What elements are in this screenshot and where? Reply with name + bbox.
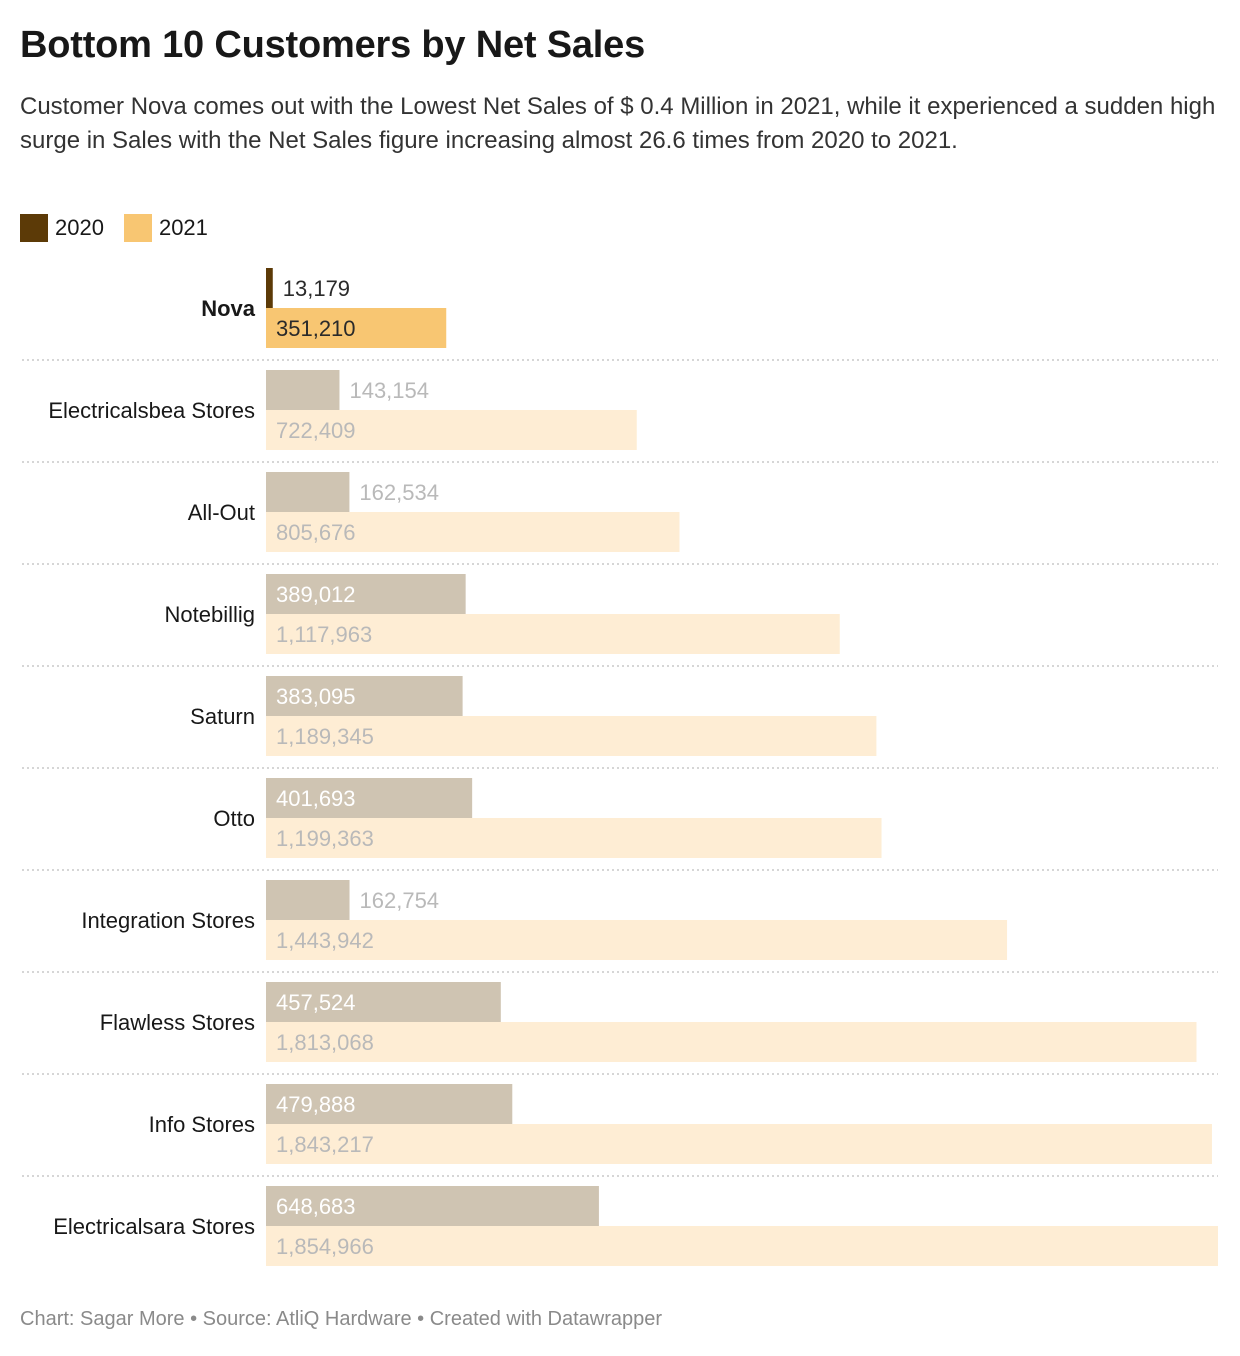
bar-2020-flawless-stores <box>266 982 501 1022</box>
bar-2020-electricalsbea-stores <box>266 370 340 410</box>
category-label-notebillig: Notebillig <box>165 602 256 627</box>
chart-footer: Chart: Sagar More • Source: AtliQ Hardwa… <box>20 1308 663 1330</box>
legend-item-2021: 2021 <box>123 214 208 242</box>
data-label-2021-flawless-stores: 1,813,068 <box>276 1030 374 1055</box>
bar-2020-electricalsara-stores <box>266 1186 599 1226</box>
bar-2020-all-out <box>266 472 350 512</box>
category-label-otto: Otto <box>213 806 255 831</box>
bar-2020-integration-stores <box>266 880 350 920</box>
legend-label-2020: 2020 <box>55 215 104 240</box>
data-label-2020-saturn: 383,095 <box>276 684 356 709</box>
category-label-flawless-stores: Flawless Stores <box>100 1010 255 1035</box>
bar-2020-saturn <box>266 676 463 716</box>
bar-2020-otto <box>266 778 473 818</box>
data-label-2020-electricalsara-stores: 648,683 <box>276 1194 356 1219</box>
bar-chart: Nova 13,179 351,210 Electricalsbea Stores 14… <box>22 268 1218 1266</box>
category-label-info-stores: Info Stores <box>149 1112 255 1137</box>
bar-2021-otto <box>266 818 882 858</box>
data-label-2021-saturn: 1,189,345 <box>276 724 374 749</box>
bar-2021-notebillig <box>266 614 840 654</box>
legend-label-2021: 2021 <box>158 215 208 240</box>
bar-2020-notebillig <box>266 574 466 614</box>
data-label-2020-notebillig: 389,012 <box>276 582 356 607</box>
data-label-2021-all-out: 805,676 <box>276 520 356 545</box>
data-label-2020-flawless-stores: 457,524 <box>276 990 356 1015</box>
category-label-saturn: Saturn <box>190 704 255 729</box>
category-label-all-out: All-Out <box>188 500 255 525</box>
category-label-integration-stores: Integration Stores <box>81 908 255 933</box>
bar-2021-electricalsara-stores <box>266 1226 1218 1266</box>
category-label-electricalsara-stores: Electricalsara Stores <box>53 1214 255 1239</box>
data-label-2021-info-stores: 1,843,217 <box>276 1132 374 1157</box>
category-label-nova: Nova <box>201 296 256 321</box>
chart-subtitle: Customer Nova comes out with the Lowest … <box>20 93 1216 154</box>
legend-item-2020: 2020 <box>20 214 104 242</box>
data-label-2021-integration-stores: 1,443,942 <box>276 928 374 953</box>
chart-title: Bottom 10 Customers by Net Sales <box>20 24 645 66</box>
bar-2021-integration-stores <box>266 920 1008 960</box>
legend: 2020 2021 <box>20 214 228 242</box>
legend-swatch-2021 <box>123 214 152 242</box>
legend-swatch-2020 <box>20 214 48 242</box>
bar-2021-info-stores <box>266 1124 1212 1164</box>
data-label-2020-integration-stores: 162,754 <box>360 888 440 913</box>
data-label-2020-electricalsbea-stores: 143,154 <box>349 378 429 403</box>
bar-2020-info-stores <box>266 1084 513 1124</box>
data-label-2020-info-stores: 479,888 <box>276 1092 356 1117</box>
data-label-2020-all-out: 162,534 <box>359 480 439 505</box>
bar-2021-all-out <box>266 512 680 552</box>
bar-2020-nova <box>266 268 273 308</box>
data-label-2021-electricalsara-stores: 1,854,966 <box>276 1234 374 1259</box>
bar-2021-saturn <box>266 716 877 756</box>
data-label-2021-electricalsbea-stores: 722,409 <box>276 418 356 443</box>
data-label-2021-notebillig: 1,117,963 <box>276 622 372 647</box>
data-label-2021-nova: 351,210 <box>276 316 356 341</box>
data-label-2020-nova: 13,179 <box>283 276 350 301</box>
bar-2021-electricalsbea-stores <box>266 410 637 450</box>
data-label-2021-otto: 1,199,363 <box>276 826 374 851</box>
category-label-electricalsbea-stores: Electricalsbea Stores <box>48 398 255 423</box>
data-label-2020-otto: 401,693 <box>276 786 356 811</box>
bar-2021-flawless-stores <box>266 1022 1197 1062</box>
bar-2021-nova <box>266 308 447 348</box>
